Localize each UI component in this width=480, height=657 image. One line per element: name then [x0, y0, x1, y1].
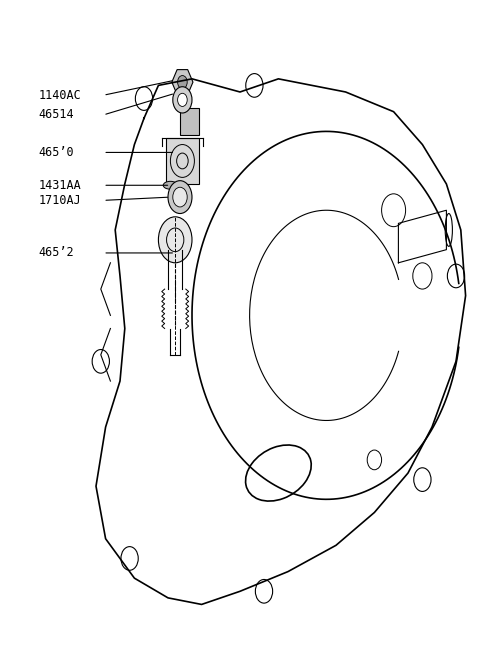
Text: 465ʼ0: 465ʼ0 — [38, 146, 74, 159]
Bar — [166, 138, 199, 184]
Circle shape — [173, 187, 187, 207]
Circle shape — [168, 181, 192, 214]
Text: 46514: 46514 — [38, 108, 74, 122]
Text: 465ʼ2: 465ʼ2 — [38, 246, 74, 260]
Text: 1431AA: 1431AA — [38, 179, 81, 192]
Polygon shape — [172, 70, 193, 95]
Bar — [180, 108, 199, 135]
Circle shape — [173, 87, 192, 113]
Circle shape — [178, 93, 187, 106]
Text: 1710AJ: 1710AJ — [38, 194, 81, 207]
Ellipse shape — [163, 181, 178, 189]
Circle shape — [178, 76, 187, 89]
Text: 1140AC: 1140AC — [38, 89, 81, 102]
Circle shape — [158, 217, 192, 263]
